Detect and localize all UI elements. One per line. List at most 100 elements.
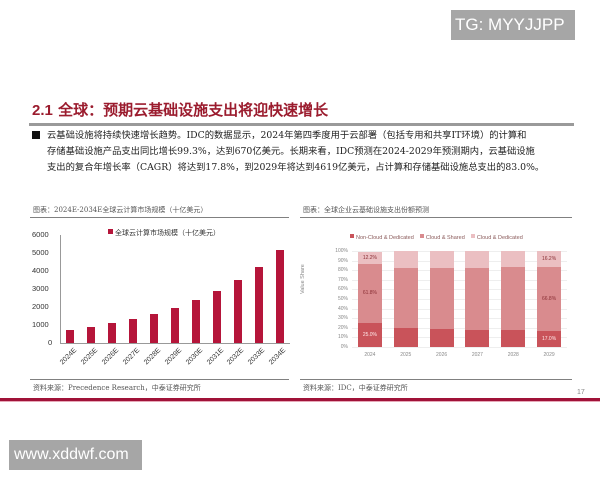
y-axis bbox=[60, 235, 61, 343]
title-divider bbox=[29, 123, 574, 126]
segment-2028-2 bbox=[501, 251, 526, 268]
right-chart-caption: 图表：全球企业云基础设施支出份额预测 bbox=[303, 206, 429, 214]
bar-2030E bbox=[191, 300, 200, 343]
legend-label: 全球云计算市场规模（十亿美元） bbox=[115, 229, 220, 237]
segment-2027-1 bbox=[465, 267, 490, 330]
watermark-bottom: www.xddwf.com bbox=[9, 440, 142, 470]
x-tick-label: 2027 bbox=[471, 352, 483, 358]
segment-2025-0 bbox=[393, 327, 418, 347]
y-tick: 2000 bbox=[32, 302, 49, 311]
footer-accent-line bbox=[0, 401, 600, 402]
x-tick-label: 2024E bbox=[59, 347, 79, 367]
segment-2029-1 bbox=[537, 266, 562, 331]
left-chart-bottom-rule bbox=[30, 379, 289, 380]
right-chart-bottom-rule bbox=[300, 379, 572, 380]
legend-swatch bbox=[470, 234, 475, 238]
right-chart-source: 资料来源：IDC，中泰证券研究所 bbox=[303, 384, 408, 392]
gridline bbox=[352, 260, 567, 262]
x-tick-label: 2033E bbox=[247, 347, 267, 367]
bar-2031E bbox=[212, 291, 221, 343]
gridline bbox=[352, 337, 567, 339]
segment-2024-2 bbox=[357, 251, 382, 264]
left-chart-top-rule bbox=[30, 217, 289, 218]
x-tick-label: 2031E bbox=[205, 347, 225, 367]
segment-2027-2 bbox=[465, 251, 490, 268]
bar-2025E bbox=[87, 326, 96, 343]
segment-2028-1 bbox=[501, 267, 526, 331]
y-tick: 6000 bbox=[32, 230, 49, 239]
y-tick: 60% bbox=[337, 286, 348, 293]
y-tick: 50% bbox=[337, 296, 348, 302]
summary-paragraph: 云基础设施将持续快速增长趋势。IDC的数据显示，2024年第四季度用于云部署（包… bbox=[32, 128, 577, 176]
bar-2026E bbox=[108, 323, 117, 343]
gridline bbox=[352, 318, 567, 320]
page-number: 17 bbox=[577, 389, 585, 396]
x-tick-label: 2026 bbox=[436, 352, 448, 358]
segment-2024-0 bbox=[357, 323, 382, 347]
y-tick: 80% bbox=[337, 267, 348, 274]
bar-2033E bbox=[254, 266, 263, 343]
right-chart-top-rule bbox=[300, 217, 572, 218]
x-tick-label: 2026E bbox=[100, 347, 121, 367]
segment-2026-2 bbox=[429, 251, 454, 268]
x-tick-label: 2032E bbox=[226, 347, 246, 367]
gridline bbox=[352, 289, 567, 291]
data-label: 66.8% bbox=[541, 295, 557, 302]
left-chart-source: 资料来源：Precedence Research，中泰证券研究所 bbox=[33, 384, 201, 392]
segment-2024-1 bbox=[357, 263, 382, 323]
y-tick: 30% bbox=[337, 315, 348, 322]
segment-2026-0 bbox=[429, 328, 454, 347]
x-tick-label: 2029E bbox=[163, 347, 183, 367]
right-chart-ylabel: Value Share bbox=[300, 264, 306, 294]
segment-2027-0 bbox=[465, 329, 490, 347]
left-chart-legend: 全球云计算市场规模（十亿美元） bbox=[108, 228, 220, 238]
data-label: 17.0% bbox=[541, 335, 557, 342]
segment-2025-1 bbox=[393, 267, 418, 328]
x-tick-label: 2024 bbox=[364, 352, 376, 358]
legend-swatch bbox=[350, 234, 354, 238]
y-tick: 0 bbox=[48, 338, 53, 347]
gridline bbox=[352, 327, 567, 329]
watermark-top: TG: MYYJJPP bbox=[451, 10, 575, 40]
x-tick-label: 2028 bbox=[507, 352, 519, 358]
left-bar-chart: 全球云计算市场规模（十亿美元） 6000 5000 4000 3000 2000… bbox=[30, 225, 290, 375]
title-text: 全球：预期云基础设施支出将迎快速增长 bbox=[58, 101, 329, 119]
y-tick: 3000 bbox=[32, 284, 49, 293]
segment-2029-0 bbox=[537, 330, 562, 347]
bar-2032E bbox=[233, 280, 242, 343]
bar-2024E bbox=[66, 329, 75, 343]
legend-label: Cloud & Shared bbox=[425, 235, 465, 241]
paragraph-line-3: 支出的复合年增长率（CAGR）将达到17.8%，到2029年将达到4619亿美元… bbox=[47, 162, 545, 173]
bar-2028E bbox=[150, 314, 159, 343]
x-tick-label: 2029 bbox=[543, 352, 555, 358]
gridline bbox=[352, 347, 567, 348]
y-tick: 40% bbox=[337, 305, 348, 312]
x-tick-label: 2028E bbox=[142, 347, 163, 367]
x-tick-label: 2025E bbox=[80, 347, 100, 367]
y-tick: 1000 bbox=[32, 320, 49, 329]
bar-2034E bbox=[275, 250, 284, 343]
data-label: 16.2% bbox=[541, 255, 557, 262]
gridline bbox=[352, 279, 567, 281]
y-tick: 90% bbox=[337, 257, 348, 264]
segment-2029-2 bbox=[537, 251, 562, 267]
bullet-square-icon bbox=[32, 131, 40, 139]
segment-2026-1 bbox=[429, 267, 454, 329]
data-label: 61.8% bbox=[362, 290, 377, 297]
paragraph-line-1: 云基础设施将持续快速增长趋势。IDC的数据显示，2024年第四季度用于云部署（包… bbox=[47, 130, 527, 141]
left-chart-caption: 图表：2024E-2034E全球云计算市场规模（十亿美元） bbox=[33, 206, 208, 214]
x-axis bbox=[60, 343, 290, 344]
paragraph-line-2: 存储基础设施产品支出同比增长99.3%，达到670亿美元。长期来看，IDC预测在… bbox=[47, 146, 535, 157]
legend-swatch bbox=[108, 229, 113, 234]
legend-label: Cloud & Dedicated bbox=[476, 235, 523, 241]
data-label: 12.2% bbox=[362, 254, 377, 261]
bar-2029E bbox=[171, 307, 179, 343]
slide-title: 2.1 全球：预期云基础设施支出将迎快速增长 bbox=[32, 99, 328, 120]
y-tick: 70% bbox=[337, 276, 348, 283]
gridline bbox=[352, 270, 567, 272]
legend-label: Non-Cloud & Dedicated bbox=[356, 235, 414, 241]
right-stacked-bar-chart: 0% 10% 20% 30% 40% 50% 60% 70% 80% 90% 100% 25.0% 61… bbox=[330, 248, 570, 358]
gridline bbox=[352, 308, 567, 310]
y-tick: 100% bbox=[335, 248, 348, 254]
x-tick-label: 2034E bbox=[268, 347, 288, 367]
